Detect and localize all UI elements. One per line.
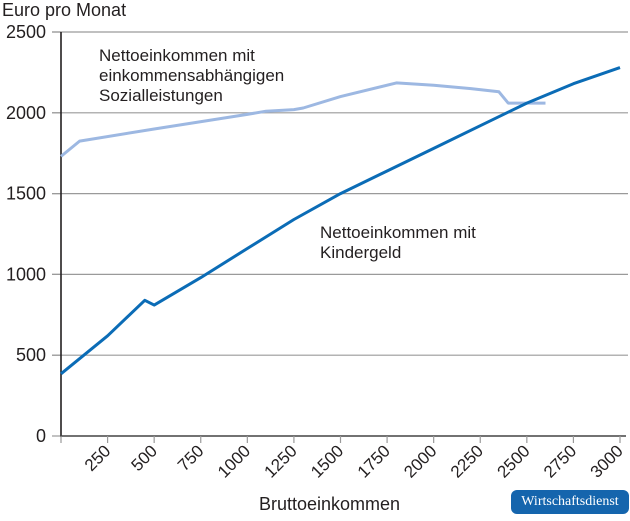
annotation-sozialleistungen: Nettoeinkommen mit einkommensabhängigen … <box>99 46 284 106</box>
series-line <box>60 66 621 375</box>
y-tick-label: 1000 <box>6 264 46 284</box>
y-tick-label: 500 <box>16 345 46 365</box>
x-tick-label: 750 <box>174 441 207 474</box>
x-tick-label: 1750 <box>354 441 394 481</box>
x-tick-label: 2500 <box>493 441 533 481</box>
annotation-line: Nettoeinkommen mit <box>99 46 255 65</box>
x-axis-title: Bruttoeinkommen <box>259 494 401 514</box>
annotation-line: Kindergeld <box>320 243 402 262</box>
x-tick-label: 500 <box>127 441 160 474</box>
x-tick-label: 1000 <box>214 441 254 481</box>
source-badge: Wirtschaftsdienst <box>511 490 629 514</box>
x-tick-label: 1500 <box>307 441 347 481</box>
annotation-line: Nettoeinkommen mit <box>320 223 476 242</box>
x-tick-label: 2250 <box>447 441 487 481</box>
series-line <box>60 81 546 158</box>
annotation-kindergeld: Nettoeinkommen mit Kindergeld <box>320 223 476 263</box>
annotation-line: Sozialleistungen <box>99 86 223 105</box>
x-tick-label: 2750 <box>540 441 580 481</box>
x-tick-label: 1250 <box>261 441 301 481</box>
y-tick-label: 0 <box>36 426 46 446</box>
y-tick-label: 2500 <box>6 22 46 42</box>
annotation-line: einkommensabhängigen <box>99 66 285 85</box>
y-tick-label: 2000 <box>6 103 46 123</box>
y-axis-title: Euro pro Monat <box>2 0 127 20</box>
y-tick-label: 1500 <box>6 184 46 204</box>
x-tick-label: 2000 <box>400 441 440 481</box>
x-tick-label: 250 <box>81 441 114 474</box>
x-tick-label: 3000 <box>587 441 627 481</box>
